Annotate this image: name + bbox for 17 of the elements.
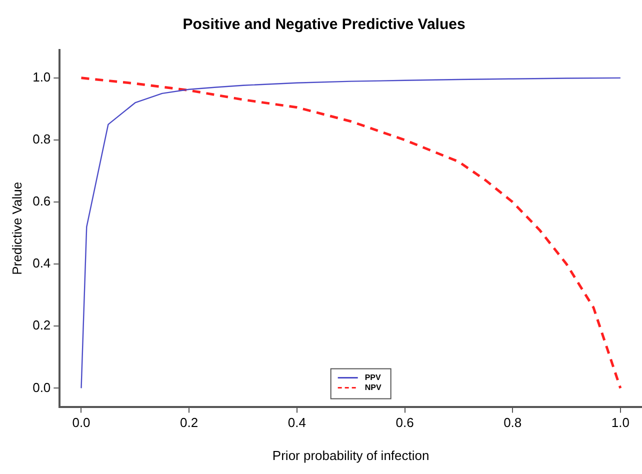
x-tick-label: 0.8	[504, 415, 522, 430]
legend-label: NPV	[364, 383, 382, 392]
y-tick-label: 1.0	[32, 70, 51, 84]
x-tick-label: 0.4	[288, 415, 306, 430]
y-tick-label: 0.0	[32, 380, 51, 395]
x-tick-label: 0.6	[396, 415, 414, 430]
x-axis-title: Prior probability of infection	[272, 448, 430, 463]
y-tick-label: 0.6	[32, 194, 51, 209]
legend-label: PPV	[364, 373, 382, 382]
x-tick-label: 0.0	[72, 415, 90, 430]
chart-title: Positive and Negative Predictive Values	[182, 16, 466, 34]
y-tick-label: 0.8	[32, 132, 51, 147]
y-tick-label: 0.4	[32, 256, 51, 271]
x-tick-label: 1.0	[611, 415, 630, 430]
x-tick-label: 0.2	[180, 415, 198, 430]
y-axis-title: Predictive Value	[9, 182, 24, 275]
y-tick-label: 0.2	[32, 318, 51, 333]
